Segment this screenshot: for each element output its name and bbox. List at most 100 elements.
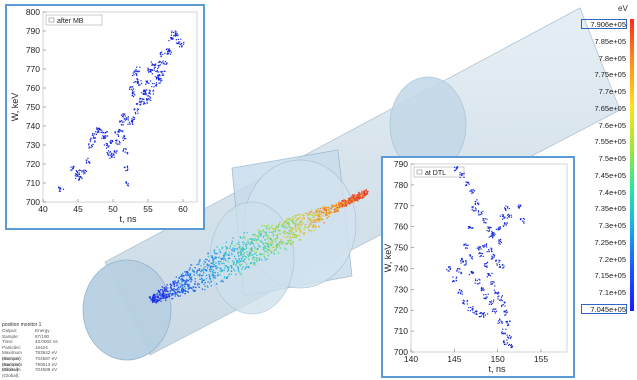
info-row: Maximum (Sample): 783942 eV: [2, 350, 92, 361]
dtl-data-point: [459, 172, 465, 179]
inset-chart-at-dtl[interactable]: 700 710 720 730 740 750 760 770 780 790 140 145 150 1…: [381, 156, 575, 378]
mb-x-axis-label: t, ns: [119, 214, 137, 224]
mb-data-point: [153, 66, 160, 73]
dtl-data-point: [497, 318, 503, 324]
mb-data-point: [139, 97, 145, 103]
mb-legend: after MB: [45, 14, 103, 26]
mb-x-tick-label: 60: [178, 204, 188, 214]
dtl-y-tick-label: 750: [394, 243, 408, 253]
mb-y-tick-label: 750: [26, 102, 40, 112]
mb-y-axis-label: W, keV: [10, 93, 20, 122]
info-value: 43.0002 ns: [35, 339, 58, 345]
mb-data-point: [135, 100, 142, 106]
mb-y-tick-label: 710: [26, 178, 40, 188]
color-bar-label: 7.75e+05: [594, 70, 627, 80]
mb-data-point: [98, 127, 103, 134]
mb-y-tick-label: 790: [26, 26, 40, 36]
mb-legend-swatch: [48, 17, 55, 23]
dtl-plot-area: [410, 163, 568, 353]
dtl-data-point: [462, 259, 467, 266]
mb-x-tick-label: 45: [73, 204, 83, 214]
mb-x-tick-label: 55: [143, 204, 153, 214]
info-key: Time:: [2, 339, 14, 345]
color-bar-min-box[interactable]: [581, 304, 627, 314]
dtl-data-point: [519, 217, 526, 224]
dtl-data-point: [469, 189, 476, 195]
mb-y-tick-label: 700: [26, 197, 40, 207]
dtl-data-point: [467, 306, 474, 312]
color-bar-label: 7.8e+05: [598, 53, 626, 63]
mb-legend-label: after MB: [57, 18, 84, 25]
mb-data-point: [75, 169, 82, 175]
dtl-data-point: [462, 299, 469, 305]
dtl-data-point: [482, 312, 489, 318]
info-row: Sample: 87/190: [2, 334, 92, 340]
mb-data-point: [150, 61, 157, 67]
mb-data-point: [114, 131, 120, 137]
beam-pipe-tube: [82, 7, 621, 361]
mb-y-tick-label: 740: [26, 121, 40, 131]
monitor-info-panel: position monitor 1 Output: Energy Sample: 8…: [2, 322, 92, 380]
info-value: 87/190: [35, 333, 50, 339]
mb-data-point: [122, 135, 127, 141]
dtl-y-tick-label: 790: [394, 159, 408, 169]
dtl-data-point: [476, 246, 482, 251]
scatter-plot-at-dtl: 700 710 720 730 740 750 760 770 780 790 140 145 150 1…: [383, 159, 568, 374]
inset-chart-after-mb[interactable]: 700 710 720 730 740 750 760 770 780 790 800 40 45 50 5…: [5, 4, 205, 230]
dtl-data-point: [501, 328, 507, 335]
color-bar-unit: eV: [618, 4, 628, 13]
color-bar-label: 7.2e+05: [598, 254, 626, 264]
mb-data-point: [178, 41, 185, 48]
mb-data-point: [77, 175, 83, 181]
info-key: Particles:: [2, 344, 21, 350]
info-value: 16424: [35, 344, 48, 350]
dtl-y-tick-label: 730: [394, 284, 408, 294]
mb-data-point: [119, 120, 125, 126]
dtl-y-tick-label: 700: [394, 347, 408, 357]
dtl-data-point: [478, 252, 484, 258]
dtl-data-point: [500, 301, 506, 307]
mb-data-point: [118, 128, 124, 133]
dtl-legend-swatch: [416, 169, 423, 175]
dtl-y-tick-label: 760: [394, 222, 408, 232]
mb-data-point: [130, 116, 136, 122]
mb-y-tick-label: 780: [26, 45, 40, 55]
mb-data-point: [123, 165, 129, 172]
info-row: Particles: 16424: [2, 345, 92, 351]
mb-x-tick-label: 50: [108, 204, 118, 214]
mb-data-point: [102, 131, 109, 137]
dtl-data-point: [486, 272, 493, 278]
mb-plot-area: [42, 11, 198, 203]
dtl-x-tick-label: 155: [534, 354, 548, 364]
info-row: Time: 43.0002 ns: [2, 339, 92, 345]
mb-data-point: [112, 150, 118, 155]
dtl-data-point: [482, 243, 488, 248]
dtl-data-point: [502, 222, 508, 227]
dtl-data-point: [502, 339, 509, 346]
dtl-data-point: [471, 206, 477, 212]
dtl-data-point: [453, 166, 459, 172]
monitor-title: position monitor 1: [2, 322, 42, 328]
dtl-data-point: [490, 281, 496, 287]
mb-data-point: [175, 38, 182, 45]
info-value: 790613 eV: [35, 361, 58, 367]
mb-data-point: [174, 32, 179, 37]
dtl-data-point: [483, 293, 489, 300]
dtl-data-point: [468, 225, 474, 230]
mb-data-point: [128, 86, 135, 92]
info-key: Maximum (Sample):: [2, 350, 22, 361]
dtl-legend-label: at DTL: [425, 170, 446, 177]
color-bar-label: 7.45e+05: [594, 170, 627, 180]
mb-data-point: [101, 135, 107, 140]
dtl-data-point: [497, 295, 503, 302]
info-key: Maximum (Global):: [2, 361, 22, 373]
mb-data-point: [162, 60, 168, 65]
dtl-data-point: [446, 266, 452, 272]
mb-data-point: [133, 108, 140, 115]
color-bar-label: 7.15e+05: [594, 271, 627, 281]
dtl-y-tick-label: 720: [394, 305, 408, 315]
dtl-y-tick-label: 780: [394, 180, 408, 190]
color-bar-max-box[interactable]: [581, 19, 627, 29]
dtl-data-point: [483, 261, 489, 268]
